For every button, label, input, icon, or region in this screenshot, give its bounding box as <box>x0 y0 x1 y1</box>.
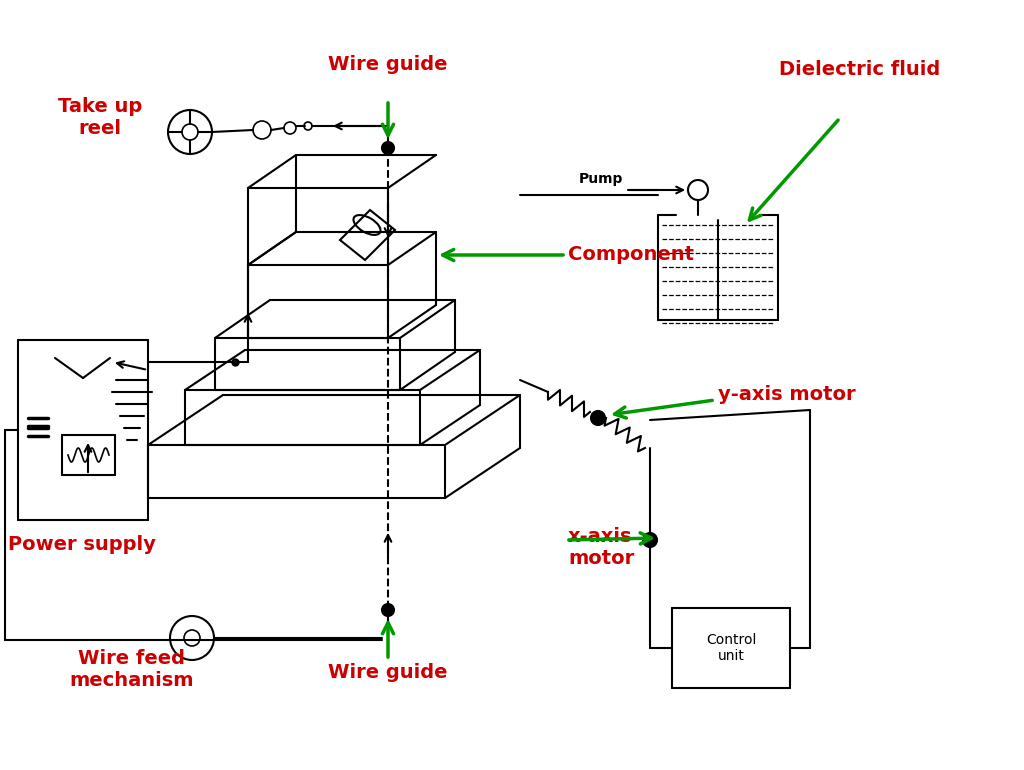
Text: Wire guide: Wire guide <box>329 55 447 74</box>
Text: x-axis
motor: x-axis motor <box>568 527 634 568</box>
Text: y-axis motor: y-axis motor <box>718 386 856 404</box>
Text: Component: Component <box>568 246 694 265</box>
Text: Dielectric fluid: Dielectric fluid <box>779 60 941 79</box>
Text: Pump: Pump <box>579 172 623 186</box>
Circle shape <box>591 411 605 425</box>
Text: Wire guide: Wire guide <box>329 662 447 681</box>
Circle shape <box>382 142 394 154</box>
Circle shape <box>382 604 394 616</box>
Circle shape <box>643 533 657 547</box>
Text: Wire feed
mechanism: Wire feed mechanism <box>70 650 195 691</box>
Text: Power supply: Power supply <box>8 535 156 554</box>
Text: Take up
reel: Take up reel <box>58 98 142 139</box>
Text: Control
unit: Control unit <box>706 633 756 663</box>
